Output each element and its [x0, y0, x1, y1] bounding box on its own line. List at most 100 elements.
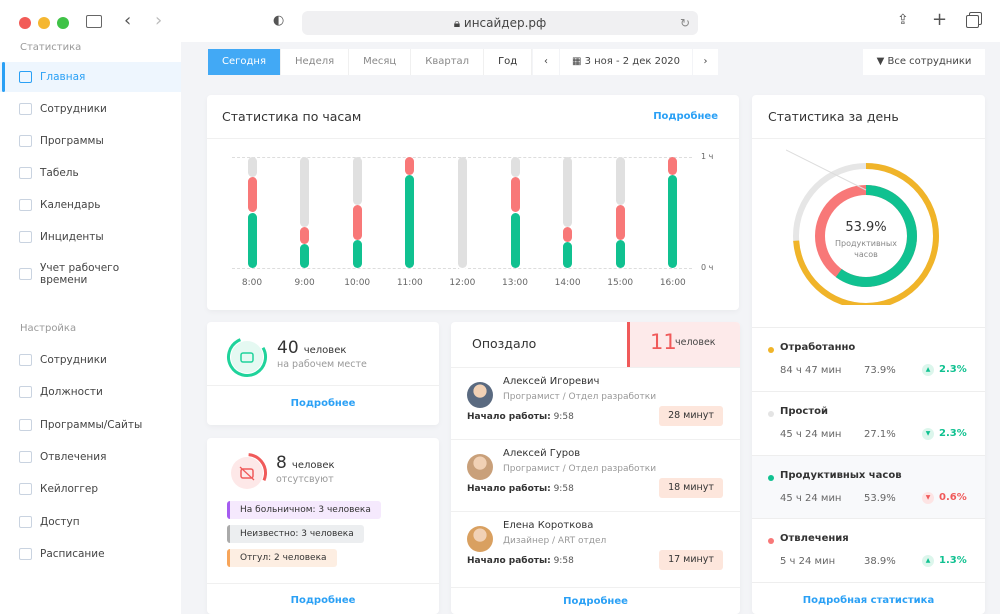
sidebar-settings-item-3[interactable]: Отвлечения — [0, 442, 181, 472]
bar-9:00-series-1 — [300, 226, 310, 244]
sidebar-item-label: Табель — [40, 167, 79, 179]
sidebar-item-label: Программы — [40, 135, 104, 147]
tab-4[interactable]: Год — [484, 49, 533, 75]
back-icon[interactable]: ‹ — [124, 10, 132, 31]
sidebar-item-stopwatch[interactable]: Учет рабочего времени — [0, 254, 181, 294]
start-value: 9:58 — [553, 556, 574, 566]
next-period-button[interactable]: › — [693, 49, 718, 75]
schedule-icon — [19, 547, 32, 560]
sidebar-item-warning[interactable]: Инциденты — [0, 222, 181, 252]
reload-icon[interactable]: ↻ — [679, 16, 690, 30]
bar-8:00-series-2 — [247, 157, 257, 177]
tab-1[interactable]: Неделя — [281, 49, 350, 75]
start-label: Начало работы: — [467, 556, 551, 566]
sidebar-settings-item-2[interactable]: Программы/Сайты — [0, 410, 181, 440]
daily-stat-row[interactable]: Отработанно 84 ч 47 мин 73.9% ▲ 2.3% — [752, 327, 985, 391]
bar-14:00-series-0 — [563, 242, 573, 268]
present-more-link[interactable]: Подробнее — [290, 398, 356, 409]
forward-icon[interactable]: › — [155, 10, 163, 31]
warning-icon — [19, 231, 32, 243]
stat-time: 5 ч 24 мин — [780, 556, 836, 567]
date-range-picker[interactable]: ▦ 3 ноя - 2 дек 2020 — [560, 49, 692, 75]
minimize-window-button[interactable] — [38, 17, 50, 29]
hourly-more-link[interactable]: Подробнее — [653, 111, 718, 122]
period-tabs: Сегодня Неделя Месяц Квартал Год — [208, 49, 533, 75]
clock-icon — [19, 450, 32, 463]
bar-9:00-series-2 — [300, 157, 310, 227]
close-window-button[interactable] — [19, 17, 31, 29]
sidebar-settings-item-6[interactable]: Расписание — [0, 539, 181, 569]
maximize-window-button[interactable] — [57, 17, 69, 29]
detailed-stats-link[interactable]: Подробная статистика — [802, 595, 935, 606]
sidebar-item-apps[interactable]: Программы — [0, 126, 181, 156]
start-time: Начало работы: 9:58 — [467, 412, 574, 422]
sidebar-item-label: Сотрудники — [40, 103, 107, 115]
employee-role: Дизайнер / ART отдел — [503, 536, 607, 546]
calendar-icon: ▦ — [571, 56, 585, 67]
x-tick-label: 16:00 — [659, 278, 686, 288]
sidebar-settings-item-1[interactable]: Должности — [0, 377, 181, 407]
employee-filter-button[interactable]: ▼ Все сотрудники — [863, 49, 985, 75]
divider — [451, 587, 740, 588]
daily-stat-row[interactable]: Отвлечения 5 ч 24 мин 38.9% ▲ 1.3% — [752, 518, 985, 582]
tab-3[interactable]: Квартал — [411, 49, 485, 75]
absent-unit: человек — [291, 460, 335, 471]
sidebar-settings-item-0[interactable]: Сотрудники — [0, 345, 181, 375]
bar-14:00-series-2 — [563, 157, 573, 227]
late-duration-badge: 18 минут — [659, 478, 723, 498]
sidebar-item-label: Должности — [40, 386, 103, 399]
sidebar-settings-item-4[interactable]: Кейлоггер — [0, 474, 181, 504]
stopwatch-icon — [19, 268, 32, 280]
arrow-down-icon: ▼ — [922, 492, 934, 504]
sidebar-settings-item-5[interactable]: Доступ — [0, 507, 181, 537]
bar-15:00-series-2 — [615, 157, 625, 205]
late-count: 11 — [650, 330, 677, 354]
calendar-icon — [19, 199, 32, 211]
daily-stat-row[interactable]: Простой 45 ч 24 мин 27.1% ▼ 2.3% — [752, 391, 985, 455]
x-tick-label: 8:00 — [241, 278, 263, 288]
filter-icon: ▼ — [876, 56, 888, 67]
address-bar[interactable]: 🔒︎ инсайдер.рф ↻ — [302, 11, 698, 35]
stat-change: ▲ 1.3% — [922, 555, 967, 567]
avatar — [467, 526, 493, 552]
shield-icon: ◐ — [273, 13, 285, 28]
absent-count: 8 — [276, 453, 287, 473]
sidebar-item-grid[interactable]: Главная — [0, 62, 181, 92]
sidebar-toggle-icon[interactable] — [86, 15, 102, 28]
absent-more-link[interactable]: Подробнее — [290, 595, 356, 606]
new-tab-icon[interactable]: + — [932, 9, 948, 30]
stat-change-value: 0.6% — [939, 492, 967, 503]
sidebar-item-label: Учет рабочего времени — [40, 262, 120, 286]
present-label: на рабочем месте — [277, 359, 367, 370]
late-duration-badge: 28 минут — [659, 406, 723, 426]
late-employee-row[interactable]: Алексей Игоревич Програмист / Отдел разра… — [451, 367, 740, 432]
lock-icon: 🔒︎ — [453, 16, 464, 30]
user-icon — [19, 354, 32, 366]
bar-13:00-series-2 — [510, 157, 520, 177]
tab-0[interactable]: Сегодня — [208, 49, 281, 75]
late-more-link[interactable]: Подробнее — [563, 596, 628, 607]
prev-period-button[interactable]: ‹ — [533, 49, 559, 75]
late-unit: человек — [675, 337, 716, 348]
late-duration-badge: 17 минут — [659, 550, 723, 570]
sidebar-item-user[interactable]: Сотрудники — [0, 94, 181, 124]
filter-label: Все сотрудники — [887, 56, 972, 67]
late-card: Опоздало 11 человек Подробнее Алексей Иг… — [451, 322, 740, 614]
tab-2[interactable]: Месяц — [349, 49, 412, 75]
x-tick-label: 10:00 — [344, 278, 371, 288]
bar-8:00-series-0 — [247, 212, 257, 268]
start-label: Начало работы: — [467, 484, 551, 494]
share-icon[interactable]: ⇪ — [897, 12, 909, 28]
sidebar-item-table[interactable]: Табель — [0, 158, 181, 188]
absence-tag: На больничном: 3 человека — [227, 501, 381, 519]
bar-15:00-series-0 — [615, 240, 625, 268]
apps-icon — [19, 418, 32, 431]
late-employee-row[interactable]: Елена Короткова Дизайнер / ART отдел Начал… — [451, 511, 740, 576]
tabs-overview-icon[interactable] — [966, 15, 979, 28]
sidebar-item-label: Главная — [40, 71, 86, 83]
late-employee-row[interactable]: Алексей Гуров Програмист / Отдел разработ… — [451, 439, 740, 504]
sidebar-item-calendar[interactable]: Календарь — [0, 190, 181, 220]
legend-dot — [768, 475, 774, 481]
daily-stat-row[interactable]: Продуктивных часов 45 ч 24 мин 53.9% ▼ 0.6% — [752, 455, 985, 519]
sidebar-item-label: Программы/Сайты — [40, 418, 143, 431]
